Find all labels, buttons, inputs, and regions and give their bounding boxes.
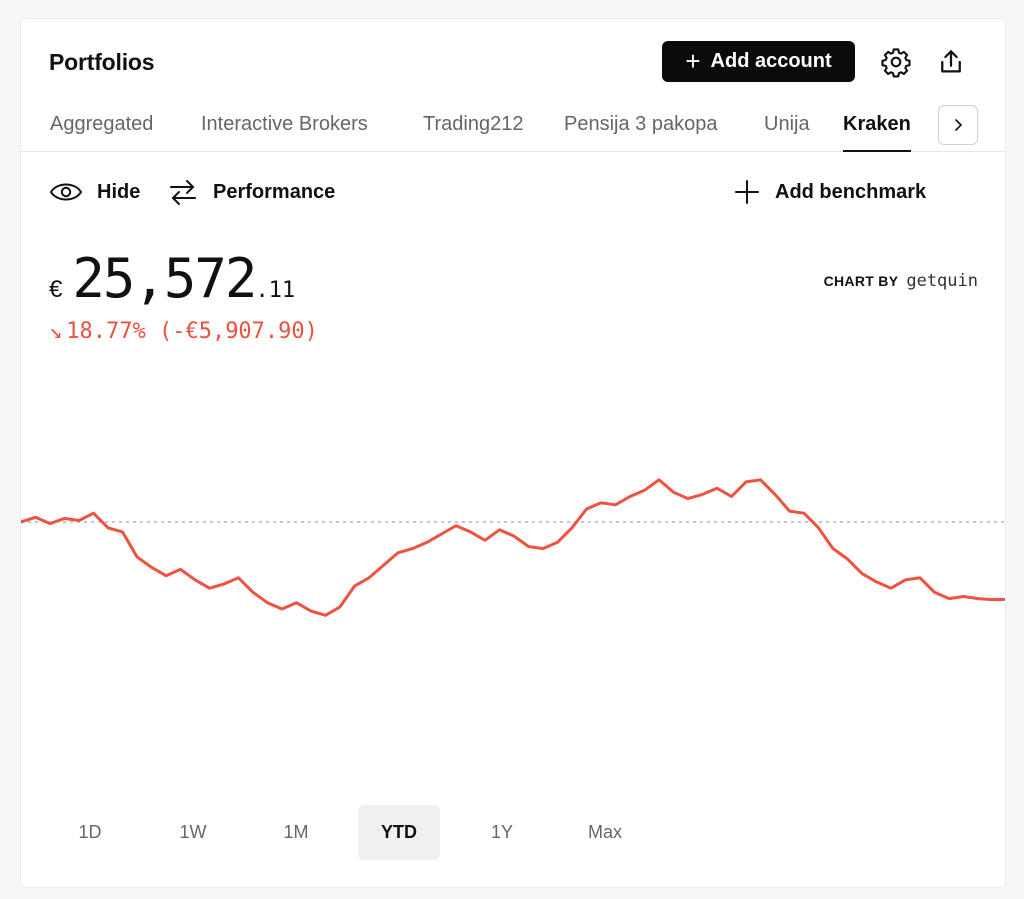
add-benchmark-button[interactable]: Add benchmark: [733, 176, 926, 208]
portfolio-value: € 25,572 .11: [49, 247, 295, 310]
tab-interactive-brokers[interactable]: Interactive Brokers: [201, 113, 368, 135]
plus-icon: [735, 180, 759, 204]
eye-icon: [49, 183, 83, 201]
hide-button[interactable]: Hide: [49, 176, 140, 208]
share-button[interactable]: [931, 42, 971, 82]
performance-button[interactable]: Performance: [167, 176, 335, 208]
tab-aggregated[interactable]: Aggregated: [50, 113, 154, 135]
swap-arrows-icon: [170, 180, 196, 205]
range-1d[interactable]: 1D: [78, 822, 102, 842]
tab-pensija-3-pakopa[interactable]: Pensija 3 pakopa: [564, 113, 718, 135]
range-ytd[interactable]: YTD: [358, 805, 440, 860]
settings-button[interactable]: [876, 42, 916, 82]
value-main: 25,572: [72, 247, 257, 310]
chart-by-label: CHART BY: [823, 273, 899, 289]
portfolio-card: Portfolios + Add account Aggregated Inte…: [20, 18, 1006, 888]
value-decimal: .11: [255, 278, 296, 303]
plus-icon: +: [685, 45, 701, 76]
trend-down-icon: ↘: [49, 319, 63, 344]
series-line-0: [21, 478, 1005, 617]
page-title: Portfolios: [49, 49, 155, 75]
change-text: 18.77% (-€5,907.90): [66, 319, 318, 344]
portfolio-tabs: Aggregated Interactive Brokers Trading21…: [21, 105, 1005, 152]
chart-attribution: CHART BY getquin: [824, 271, 978, 291]
chevron-right-icon: [955, 119, 962, 131]
range-1w[interactable]: 1W: [179, 822, 207, 842]
performance-label: Performance: [213, 180, 336, 203]
share-upload-icon: [941, 50, 961, 73]
currency-symbol: €: [49, 276, 63, 303]
tab-unija[interactable]: Unija: [764, 113, 810, 135]
add-account-label: Add account: [710, 50, 832, 72]
gear-icon: [881, 48, 911, 78]
portfolio-header: Portfolios + Add account: [21, 19, 1005, 99]
getquin-logo: getquin: [906, 271, 978, 291]
range-1m[interactable]: 1M: [283, 822, 309, 842]
tabs-next-button[interactable]: [938, 105, 978, 145]
range-1y[interactable]: 1Y: [490, 822, 514, 842]
tab-trading212[interactable]: Trading212: [423, 113, 524, 135]
performance-chart[interactable]: [21, 459, 1006, 709]
add-benchmark-label: Add benchmark: [775, 180, 927, 203]
range-max[interactable]: Max: [587, 822, 622, 842]
hide-label: Hide: [97, 180, 141, 203]
tab-kraken[interactable]: Kraken: [843, 113, 911, 152]
add-account-button[interactable]: + Add account: [662, 41, 855, 82]
portfolio-change: ↘ 18.77% (-€5,907.90): [49, 319, 318, 344]
